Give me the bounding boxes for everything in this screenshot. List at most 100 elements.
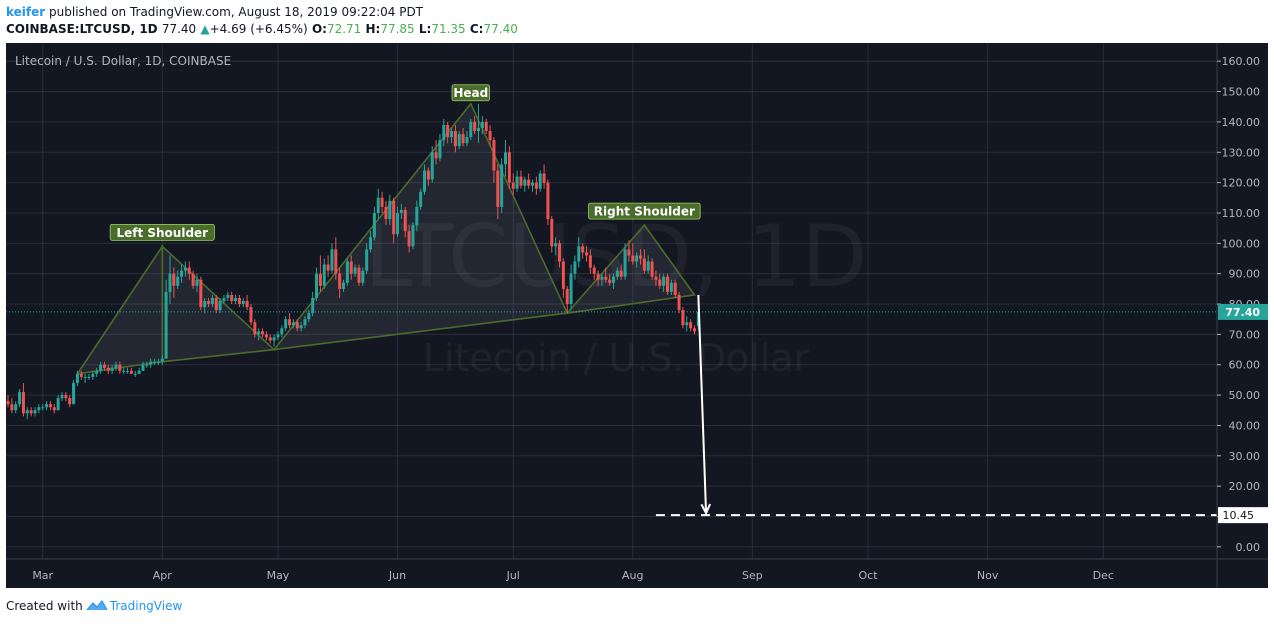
candle-body (48, 404, 52, 408)
candle-body (91, 373, 95, 377)
candle-body (311, 297, 315, 314)
candle-body (592, 267, 596, 274)
candle-body (176, 276, 180, 286)
candle-body (226, 294, 230, 298)
candle-body (330, 249, 334, 271)
candle-body (257, 331, 261, 335)
x-tick-label: May (267, 569, 290, 582)
candle-body (608, 279, 612, 283)
candle-body (114, 364, 118, 368)
candle-body (442, 124, 446, 141)
candle-body (68, 398, 72, 405)
candle-body (438, 140, 442, 159)
candle-body (214, 297, 218, 311)
low-label: L: (418, 22, 432, 36)
y-tick-label: 60.00 (1229, 359, 1261, 372)
candle-body (237, 297, 241, 305)
candle-body (199, 279, 203, 308)
candle-body (315, 273, 319, 298)
candle-body (322, 264, 326, 286)
candle-body (511, 182, 515, 189)
chart-background (6, 43, 1268, 588)
pattern-label-text: Head (453, 86, 488, 100)
symbol-legend: COINBASE:LTCUSD, 1D 77.40 ▲+4.69 (+6.45%… (6, 22, 518, 36)
candle-body (627, 249, 631, 256)
candle-body (291, 322, 295, 326)
published-text: published on TradingView.com, August 18,… (49, 5, 424, 19)
candle-body (276, 334, 280, 338)
candle-body (477, 127, 481, 132)
candle-body (284, 319, 288, 329)
candle-body (407, 231, 411, 247)
candle-body (338, 273, 342, 289)
target-price-tag (1218, 507, 1268, 524)
candle-body (72, 382, 76, 405)
candle-body (145, 364, 149, 366)
candle-body (484, 121, 488, 132)
x-tick-label: Jul (506, 569, 520, 582)
candle-body (180, 270, 184, 277)
candle-body (384, 206, 388, 220)
candle-body (677, 294, 681, 311)
close-value: 77.40 (483, 22, 518, 36)
candle-body (272, 337, 276, 341)
candle-body (18, 392, 22, 405)
y-tick-label: 90.00 (1229, 268, 1261, 281)
candle-body (507, 152, 511, 183)
candle-body (10, 404, 14, 411)
candle-body (392, 200, 396, 235)
candle-body (133, 373, 137, 375)
candle-body (261, 331, 265, 335)
last-price-text: 77.40 (161, 22, 197, 36)
y-tick-label: 160.00 (1222, 55, 1261, 68)
candle-body (137, 370, 141, 374)
candle-body (504, 152, 508, 165)
candle-body (129, 370, 133, 374)
candle-body (195, 279, 199, 286)
candle-body (623, 249, 627, 277)
candle-body (519, 176, 523, 186)
candle-body (646, 261, 650, 271)
x-tick-label: Mar (32, 569, 53, 582)
candle-body (75, 373, 79, 383)
candle-body (203, 301, 207, 308)
candle-body (210, 297, 214, 305)
candle-body (399, 209, 403, 213)
candle-body (600, 276, 604, 280)
candle-body (403, 209, 407, 232)
candle-body (538, 173, 542, 189)
candle-body (141, 364, 145, 371)
candle-body (110, 367, 114, 371)
target-price-tag-label: 10.45 (1223, 509, 1255, 522)
pattern-label: Head (451, 84, 491, 102)
y-tick-label: 140.00 (1222, 116, 1261, 129)
candle-body (230, 294, 234, 301)
candle-body (33, 410, 37, 414)
candle-body (423, 170, 427, 192)
pattern-label-box (588, 202, 701, 220)
candle-body (469, 121, 473, 138)
tradingview-link[interactable]: TradingView (109, 599, 183, 613)
candle-body (234, 297, 238, 301)
last-price-tag-label: 77.40 (1225, 306, 1260, 319)
candle-body (79, 373, 83, 377)
author-link[interactable]: keifer (6, 5, 46, 19)
candle-body (658, 279, 662, 286)
candle-body (638, 255, 642, 259)
candle-body (102, 364, 106, 368)
candle-body (118, 364, 122, 371)
chart-container[interactable]: LTCUSD, 1D Litecoin / U.S. Dollar Litecoin… (6, 43, 1268, 588)
candle-body (149, 361, 153, 365)
tradingview-logo-icon (86, 599, 108, 614)
candle-body (465, 137, 469, 144)
candle-body (207, 301, 211, 305)
candle-body (635, 255, 639, 262)
x-tick-label: Aug (622, 569, 643, 582)
candle-body (334, 249, 338, 274)
close-label: C: (469, 22, 484, 36)
publish-info: keifer published on TradingView.com, Aug… (6, 5, 423, 19)
y-tick-label: 0.00 (1236, 541, 1261, 554)
candle-body (357, 267, 361, 283)
x-tick-label: Sep (742, 569, 763, 582)
